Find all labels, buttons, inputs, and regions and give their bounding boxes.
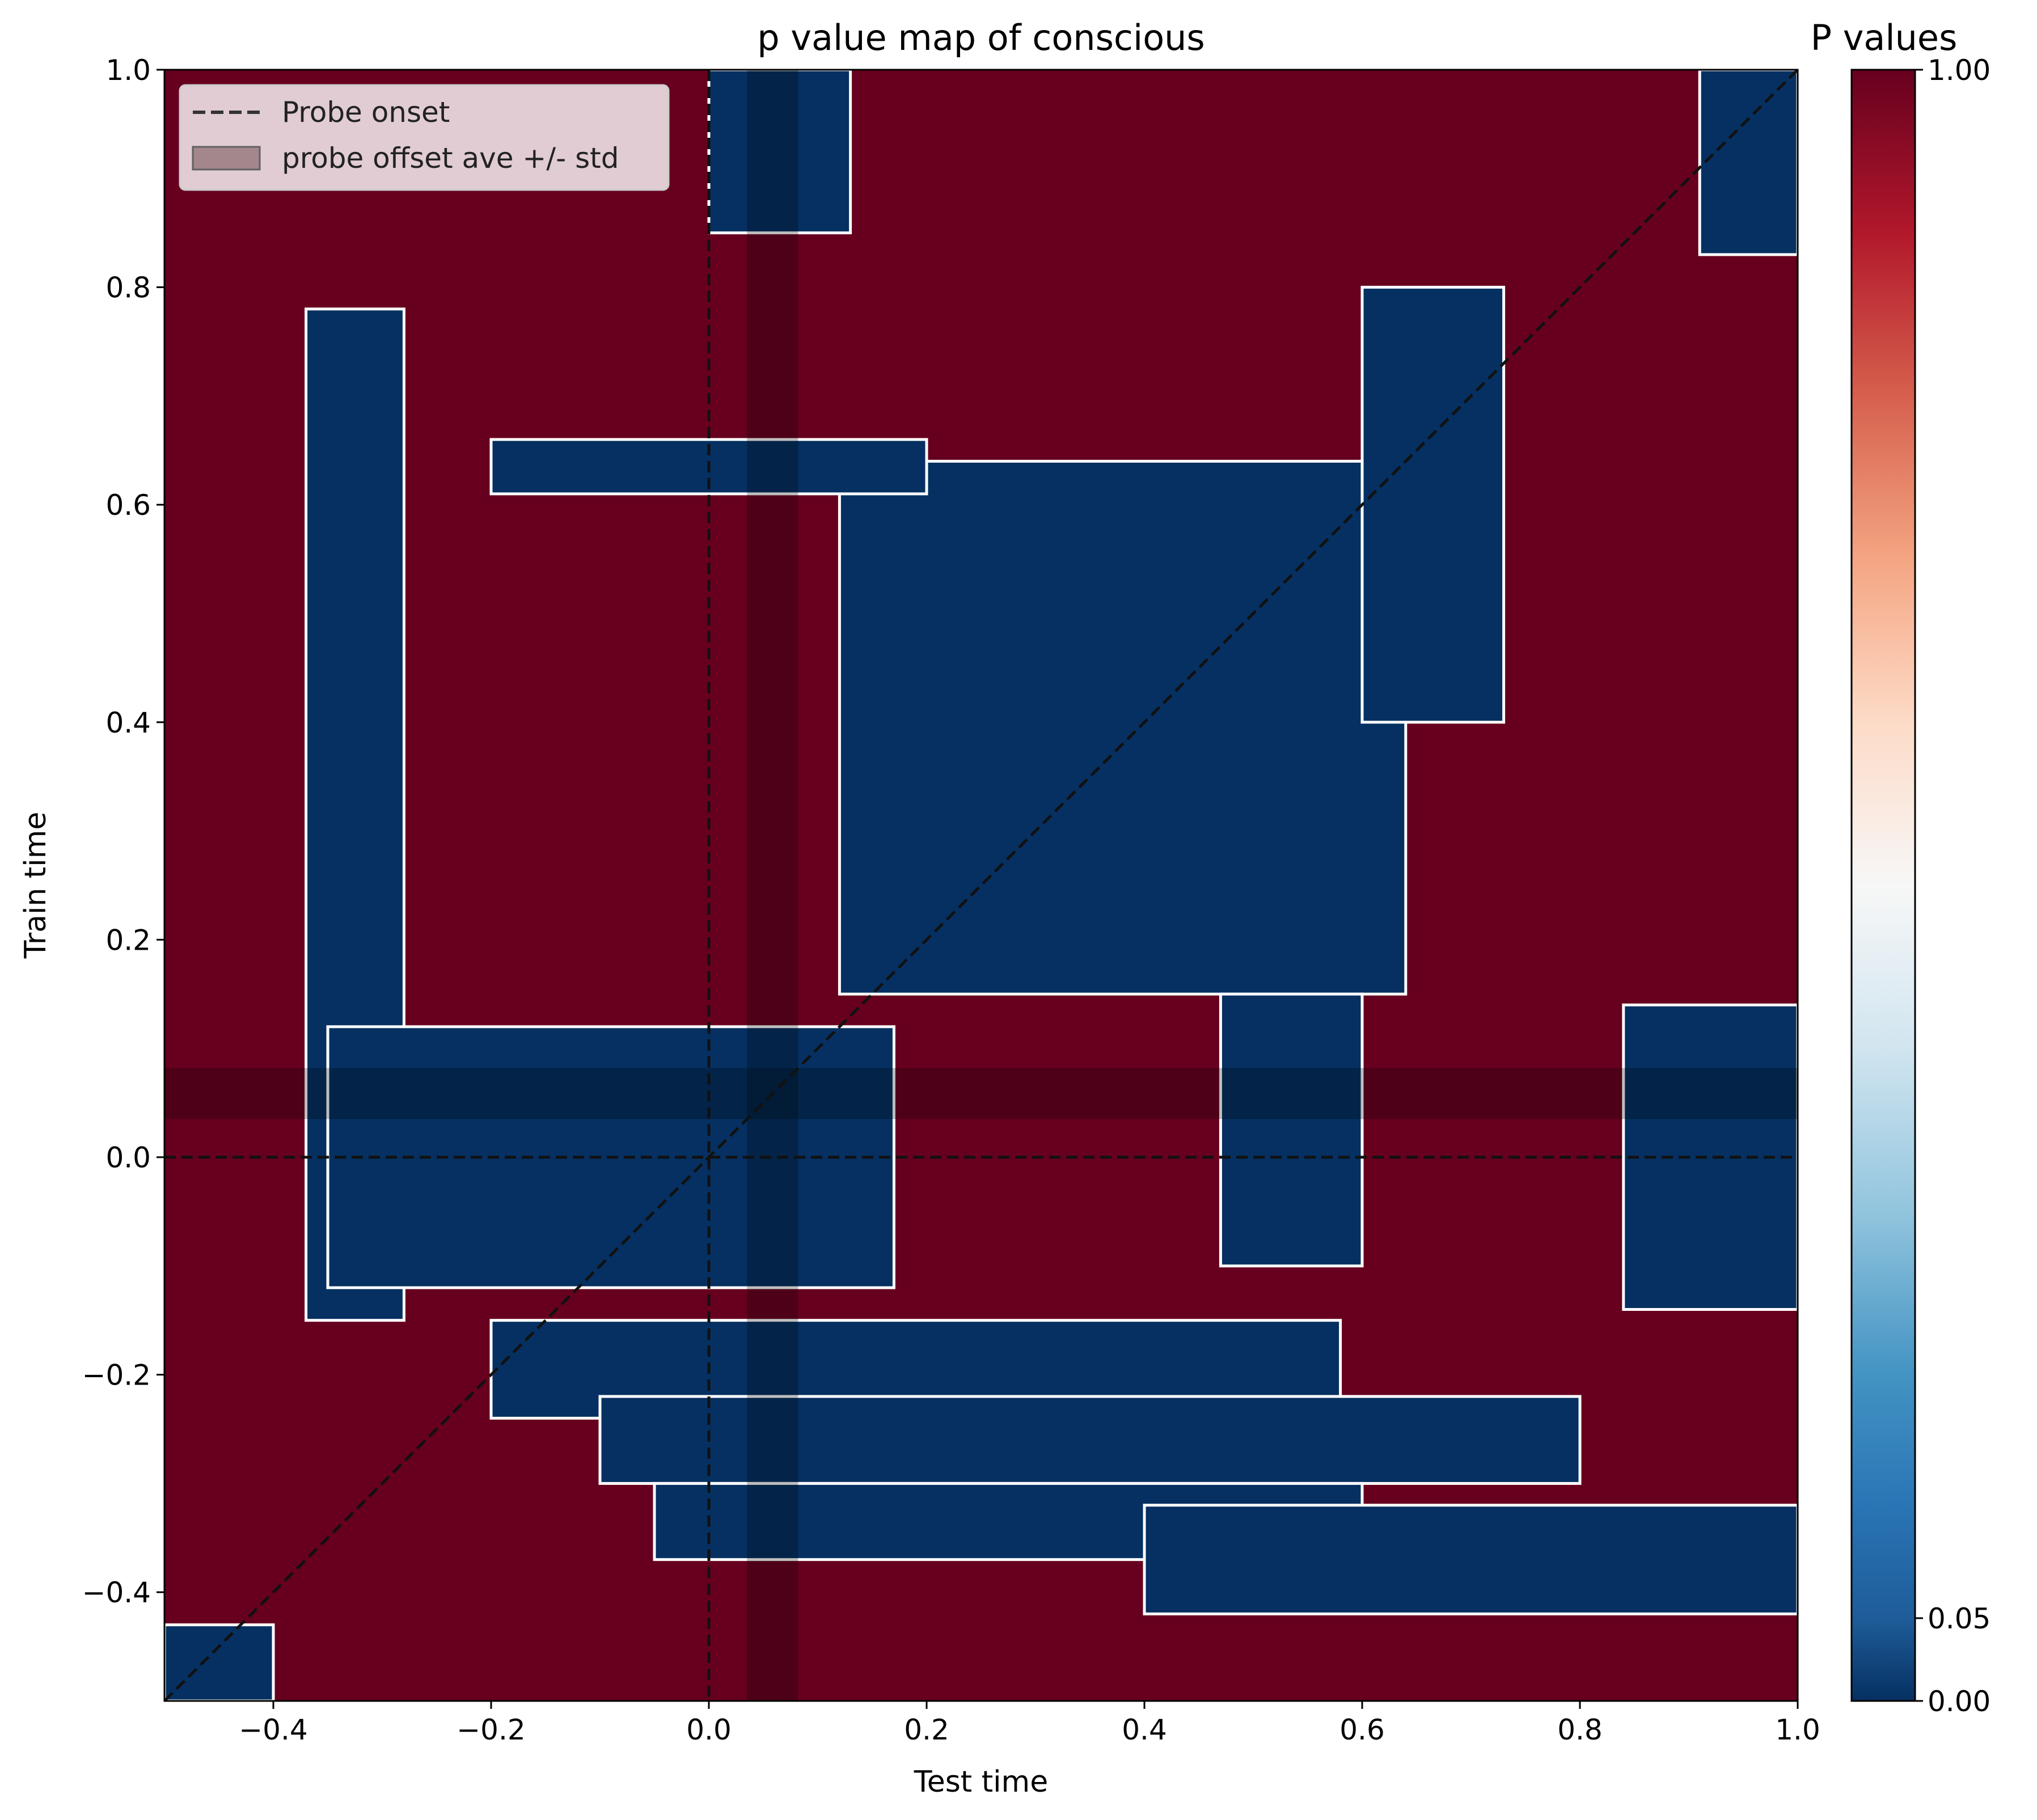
- colorbar-tick-label: 0.00: [1928, 1685, 1990, 1718]
- horizontal-offset-band: [164, 1068, 1798, 1119]
- y-axis-ticks: −0.4 −0.2 0.0 0.2 0.4 0.6 0.8 1.0: [82, 54, 164, 1609]
- y-tick-label: 1.0: [105, 54, 151, 87]
- chart-title: p value map of conscious: [757, 17, 1205, 58]
- y-tick-label: 0.6: [105, 489, 151, 522]
- y-tick-label: 0.2: [105, 924, 151, 956]
- y-tick-label: 0.4: [105, 706, 151, 739]
- x-tick-label: −0.4: [239, 1713, 307, 1746]
- significant-region: [1360, 286, 1506, 724]
- significant-region: [1698, 70, 1798, 256]
- x-tick-label: 0.6: [1339, 1713, 1385, 1746]
- vertical-offset-band: [747, 70, 798, 1701]
- reference-lines: [164, 70, 1798, 1701]
- plot-frame: [163, 69, 1799, 1702]
- colorbar: [1850, 69, 1916, 1702]
- y-tick-label: 0.8: [105, 272, 151, 304]
- significant-region: [707, 70, 852, 235]
- x-tick-label: 1.0: [1775, 1713, 1820, 1746]
- significant-region: [1143, 1504, 1798, 1616]
- colorbar-ticks: 0.00 0.05 1.00: [1915, 54, 1990, 1718]
- x-axis-label: Test time: [914, 1765, 1048, 1799]
- colorbar-tick-label: 1.00: [1928, 54, 1990, 87]
- y-tick-label: 0.0: [105, 1141, 151, 1174]
- x-tick-label: −0.2: [457, 1713, 525, 1746]
- x-axis-ticks: −0.4 −0.2 0.0 0.2 0.4 0.6 0.8 1.0: [239, 1701, 1820, 1746]
- legend-entry-probe-offset: probe offset ave +/- std: [282, 142, 619, 175]
- legend: Probe onset probe offset ave +/- std: [179, 84, 670, 191]
- legend-entry-probe-onset: Probe onset: [282, 96, 450, 129]
- x-tick-label: 0.0: [686, 1713, 732, 1746]
- probe-offset-bands: [164, 70, 1798, 1701]
- colorbar-title: P values: [1811, 17, 1958, 58]
- x-tick-label: 0.8: [1557, 1713, 1603, 1746]
- colorbar-tick-label: 0.05: [1928, 1602, 1990, 1635]
- legend-band-swatch: [192, 146, 261, 171]
- x-tick-label: 0.2: [904, 1713, 949, 1746]
- significant-region: [1219, 992, 1364, 1268]
- y-axis-label: Train time: [19, 812, 53, 959]
- diagonal-dashed-line: [164, 70, 1798, 1701]
- x-tick-label: 0.4: [1122, 1713, 1167, 1746]
- legend-box: [179, 84, 670, 191]
- significant-regions: [164, 70, 1798, 1701]
- significant-region: [164, 1623, 275, 1701]
- y-tick-label: −0.4: [82, 1576, 151, 1609]
- significant-region: [838, 459, 1408, 996]
- y-tick-label: −0.2: [82, 1359, 151, 1392]
